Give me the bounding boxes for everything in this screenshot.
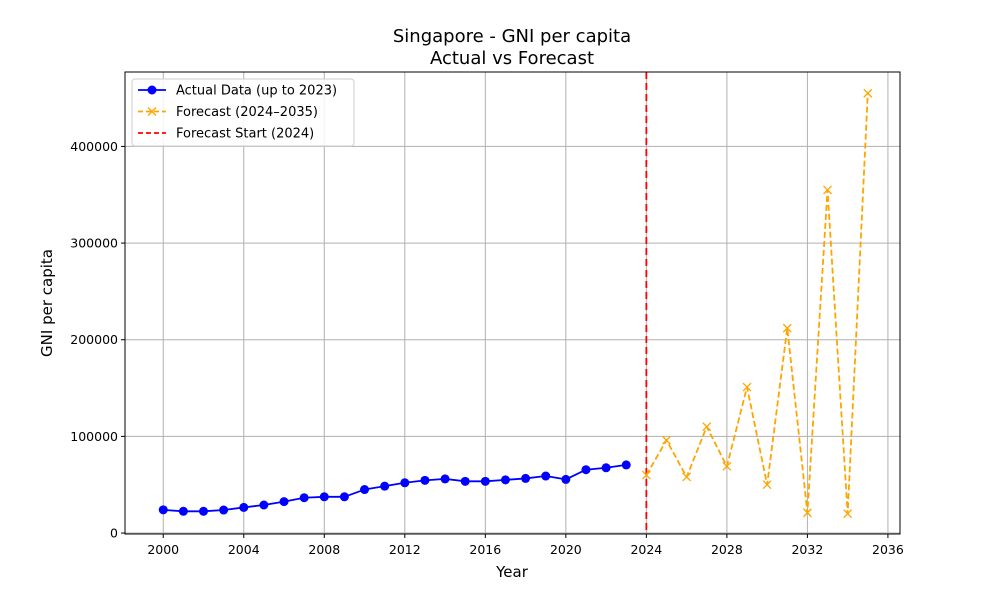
x-tick-label: 2032 [791,542,823,557]
x-tick-label: 2016 [469,542,501,557]
actual-data-point [601,463,611,473]
actual-data-point [279,497,289,507]
x-tick-label: 2004 [228,542,260,557]
legend-box [131,78,355,147]
x-axis-label: Year [495,563,529,581]
x-axis-ticks: 2000 2004 2008 2012 2016 2020 2024 2028 2032 2036 [147,534,904,557]
actual-data-point [199,506,209,516]
forecast-data-point [702,422,712,432]
x-tick-label: 2000 [147,542,179,557]
forecast-data-point [802,508,812,518]
actual-data-point [561,474,571,484]
chart-subtitle: Actual vs Forecast [430,48,594,69]
actual-data-point [460,476,470,486]
y-tick-label: 0 [110,526,118,541]
x-tick-label: 2012 [389,542,421,557]
forecast-data-point [782,323,792,333]
forecast-series-line [645,93,869,515]
y-axis-label: GNI per capita [38,249,56,357]
legend-marker [147,85,157,95]
actual-data-point [158,505,168,515]
forecast-data-point [742,382,752,392]
legend-marker [147,107,157,116]
y-tick-label: 200000 [70,332,118,347]
legend-label: Forecast (2024–2035) [176,105,318,120]
actual-data-point [178,506,188,516]
x-tick-label: 2028 [711,542,743,557]
legend-label: Forecast Start (2024) [176,127,314,142]
actual-data-point [239,502,249,512]
actual-data-point [581,465,591,475]
forecast-data-point [823,185,832,195]
actual-data-point [521,473,531,483]
actual-data-point [259,500,269,510]
actual-data-point [400,478,410,488]
forecast-data-point [843,509,853,519]
actual-data-point [339,492,349,502]
actual-data-point [480,476,490,486]
actual-data-point [360,485,370,495]
actual-data-point [440,474,450,484]
y-tick-label: 300000 [70,236,118,251]
plot-frame [124,71,901,535]
x-tick-label: 2008 [308,542,340,557]
actual-data-point [500,475,510,485]
actual-series-line [163,463,627,513]
forecast-data-point [662,435,671,445]
actual-data-point [299,493,309,503]
actual-data-point [420,475,430,485]
forecast-data-point [641,470,651,480]
forecast-data-point [762,480,772,490]
x-tick-label: 2036 [872,542,904,557]
forecast-data-point [863,88,873,98]
actual-data-point [219,505,229,515]
x-tick-label: 2020 [550,542,582,557]
y-axis-ticks: 0 100000 200000 300000 400000 [70,139,125,541]
legend-label: Actual Data (up to 2023) [176,84,337,99]
y-tick-label: 400000 [70,139,118,154]
forecast-data-point [682,472,692,482]
legend: Actual Data (up to 2023) Forecast (2024–2… [131,78,355,147]
chart-title: Singapore - GNI per capita [393,26,631,47]
actual-data-point [541,471,551,481]
actual-data-point [319,492,329,502]
actual-data-point [380,481,390,491]
y-tick-label: 100000 [70,429,118,444]
grid-lines [125,72,900,534]
data-series [158,88,873,519]
actual-data-point [621,460,631,470]
forecast-data-point [722,461,732,471]
legend-entries: Actual Data (up to 2023) Forecast (2024–2… [138,84,337,142]
x-tick-label: 2024 [630,542,662,557]
